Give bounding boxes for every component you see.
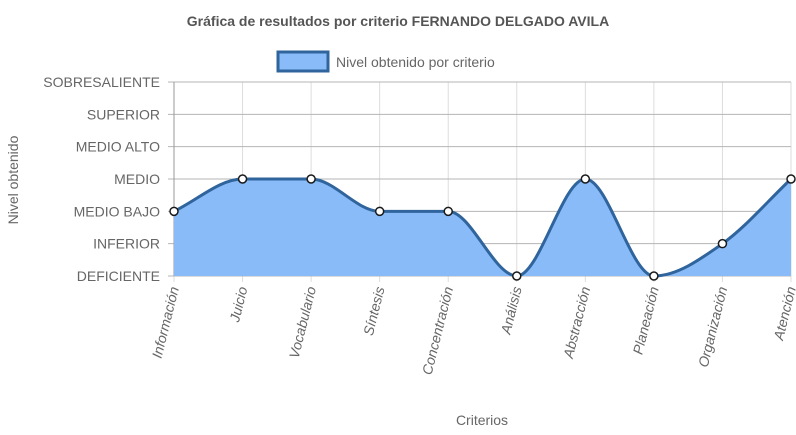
y-tick-label: SOBRESALIENTE — [43, 74, 160, 90]
data-point-8[interactable] — [717, 238, 728, 249]
x-tick-label: Abstracción — [560, 285, 594, 361]
data-point-5[interactable] — [512, 271, 522, 281]
points-layer — [169, 174, 796, 281]
x-tick-label: Vocabulario — [286, 285, 319, 360]
y-tick-label: MEDIO ALTO — [76, 139, 160, 155]
x-axis-ticks: Información Juicio Vocabulario Síntesis Conc… — [149, 285, 796, 377]
x-tick-label: Información — [149, 285, 182, 360]
data-point-6[interactable] — [580, 174, 591, 184]
data-point-4[interactable] — [443, 206, 453, 217]
y-tick-label: MEDIO — [114, 171, 160, 187]
data-point-7[interactable] — [649, 271, 659, 281]
y-tick-label: INFERIOR — [93, 236, 160, 252]
y-tick-label: SUPERIOR — [87, 106, 160, 122]
x-tick-label: Organización — [695, 285, 731, 369]
legend-swatch[interactable] — [276, 50, 330, 73]
data-point-9[interactable] — [786, 174, 796, 184]
y-axis-ticks: DEFICIENTE INFERIOR MEDIO BAJO MEDIO MEDIO A… — [43, 74, 160, 284]
data-point-2[interactable] — [306, 174, 316, 184]
y-tick-label: DEFICIENTE — [77, 268, 160, 284]
x-tick-label: Concentración — [419, 285, 456, 377]
data-point-3[interactable] — [374, 206, 385, 217]
legend[interactable]: Nivel obtenido por criterio — [276, 50, 495, 73]
series-area-fill — [174, 179, 791, 276]
series-line — [173, 177, 793, 278]
legend-label: Nivel obtenido por criterio — [336, 54, 495, 70]
y-tick-label: MEDIO BAJO — [74, 203, 160, 219]
x-tick-label: Análisis — [497, 285, 524, 337]
data-point-0[interactable] — [169, 206, 179, 217]
x-tick-label: Síntesis — [360, 285, 388, 337]
area-layer — [173, 177, 793, 278]
y-axis-title: Nivel obtenido — [5, 135, 21, 224]
x-tick-label: Juicio — [226, 285, 250, 325]
x-tick-label: Planeación — [630, 285, 662, 356]
chart-title: Gráfica de resultados por criterio FERNA… — [187, 13, 609, 29]
data-point-1[interactable] — [237, 174, 248, 184]
x-axis-title: Criterios — [456, 412, 508, 428]
x-tick-label: Atención — [770, 285, 796, 343]
